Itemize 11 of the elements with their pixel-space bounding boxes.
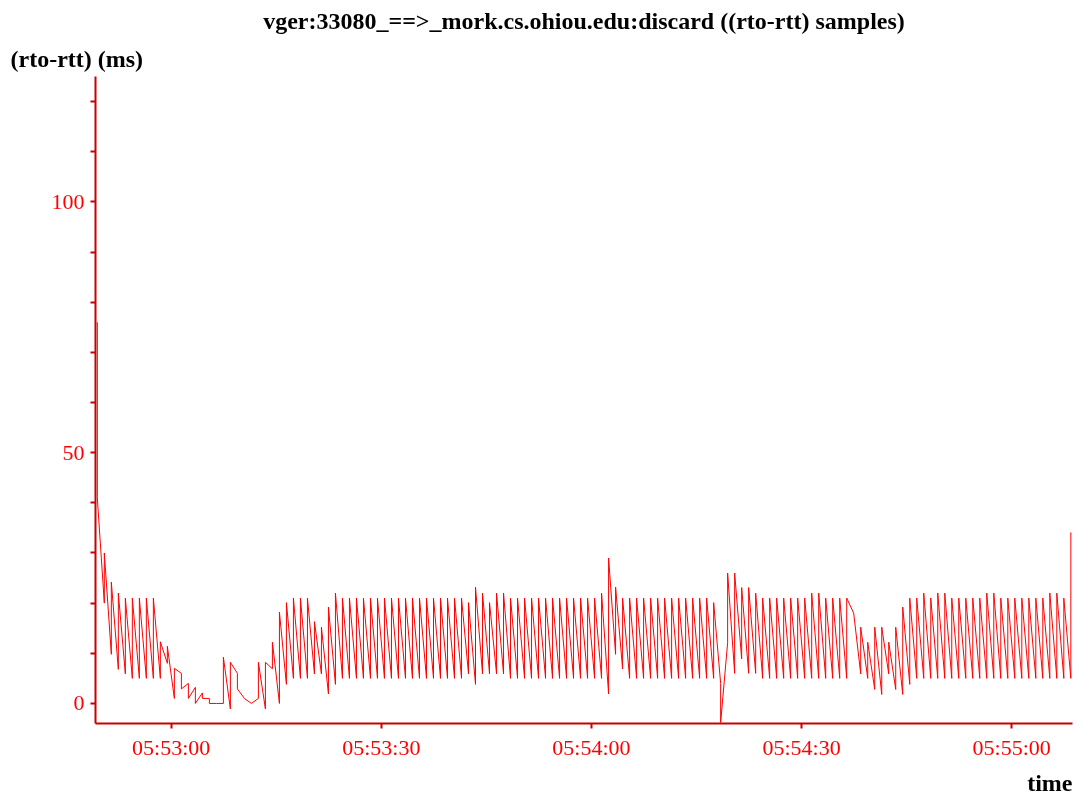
y-tick-label: 100	[51, 188, 85, 214]
x-axis-title: time	[1027, 769, 1073, 796]
y-tick-label: 50	[62, 439, 85, 465]
chart-title: vger:33080_==>_mork.cs.ohiou.edu:discard ((rto-rtt) samples)	[263, 7, 905, 34]
x-tick-label: 05:55:00	[972, 734, 1051, 760]
y-axis-title: (rto-rtt) (ms)	[10, 45, 144, 72]
x-tick-label: 05:53:00	[132, 734, 211, 760]
y-tick-label: 0	[73, 690, 85, 716]
x-tick-label: 05:54:00	[552, 734, 631, 760]
x-tick-label: 05:54:30	[762, 734, 841, 760]
x-tick-label: 05:53:30	[342, 734, 421, 760]
